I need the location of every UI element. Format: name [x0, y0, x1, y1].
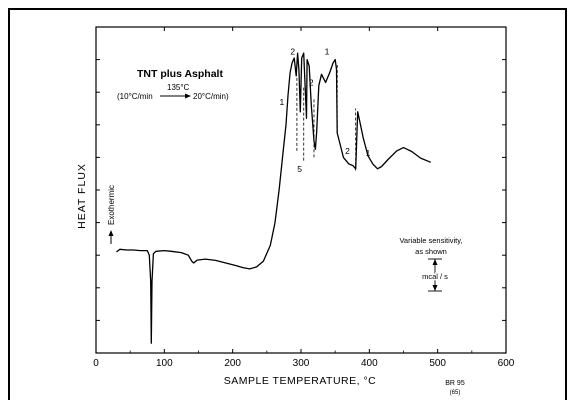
peak-annotation-label: 5 — [297, 164, 302, 174]
figure-id: BR 95 (65) — [445, 380, 465, 396]
x-tick-label: 500 — [429, 358, 446, 369]
subtitle-left: (10°C/min — [117, 92, 153, 101]
x-tick-label: 200 — [224, 358, 241, 369]
peak-annotations: 1 2 2 1 5 2 1 — [279, 47, 370, 174]
x-tick-label: 100 — [156, 358, 173, 369]
peak-annotation-label: 2 — [345, 146, 350, 156]
x-tick-label: 0 — [93, 358, 99, 369]
figure-id-sub: (65) — [450, 390, 461, 396]
peak-annotation-label: 2 — [309, 78, 314, 88]
rate-subtitle: (10°C/min 135°C 20°C/min) — [117, 83, 229, 101]
subtitle-right: 20°C/min) — [193, 92, 229, 101]
x-tick-label: 300 — [293, 358, 310, 369]
exotherm-arrow-head-icon — [108, 230, 114, 236]
heat-flux-series-line — [116, 52, 432, 344]
peak-annotation-label: 1 — [325, 47, 330, 57]
figure-id-text: BR 95 — [445, 380, 465, 387]
sensitivity-note-line1: Variable sensitivity, — [399, 236, 462, 245]
figure-border — [8, 8, 567, 400]
series-group — [116, 52, 432, 344]
x-tick-label: 400 — [361, 358, 378, 369]
peak-annotation-label: 1 — [366, 148, 371, 158]
scale-bar-up-arrow-icon — [432, 259, 438, 265]
scale-bar-label: mcal / s — [422, 272, 448, 281]
subtitle-temp: 135°C — [167, 83, 190, 92]
x-axis-title: SAMPLE TEMPERATURE, °C — [224, 375, 377, 387]
exotherm-indicator: Exothermic — [107, 185, 116, 244]
subtitle-arrow-head-icon — [185, 93, 191, 99]
y-ticks — [96, 59, 506, 321]
sensitivity-legend: Variable sensitivity, as shown mcal / s — [399, 236, 463, 292]
x-ticks: 0 100 200 300 400 500 600 — [93, 27, 515, 369]
scale-bar-down-arrow-icon — [432, 285, 438, 291]
exotherm-label: Exothermic — [107, 185, 116, 225]
peak-annotation-label: 1 — [279, 97, 284, 107]
y-axis-title: HEAT FLUX — [76, 163, 88, 229]
x-tick-label: 600 — [498, 358, 515, 369]
peak-annotation-label: 2 — [290, 47, 295, 57]
chart-title: TNT plus Asphalt — [137, 68, 223, 80]
sensitivity-note-line2: as shown — [415, 247, 447, 256]
